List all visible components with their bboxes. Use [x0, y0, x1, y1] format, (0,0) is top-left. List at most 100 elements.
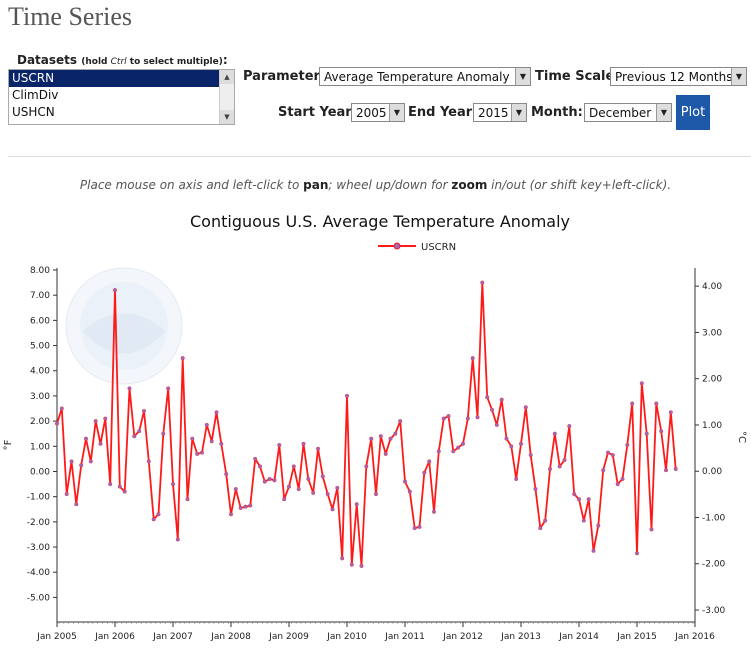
data-point	[451, 449, 456, 454]
parameter-select[interactable]: Average Temperature Anomaly ▼	[319, 67, 531, 86]
y2-tick-label: -1.00	[702, 513, 726, 523]
data-point	[330, 507, 335, 512]
data-point	[620, 477, 625, 482]
month-label: Month:	[531, 105, 583, 120]
start-year-select[interactable]: 2005 ▼	[351, 103, 405, 122]
data-point	[441, 416, 446, 421]
data-point	[238, 506, 243, 511]
data-point	[199, 450, 204, 455]
data-point	[224, 472, 229, 477]
data-point	[475, 415, 480, 420]
data-point	[180, 356, 185, 361]
data-point	[117, 484, 122, 489]
y-tick-label: 8.00	[30, 266, 50, 276]
data-point	[403, 479, 408, 484]
instructions-part2: ; wheel up/down for	[328, 178, 452, 192]
data-point	[572, 492, 577, 497]
divider	[8, 156, 751, 157]
data-point	[417, 524, 422, 529]
chevron-down-icon: ▼	[656, 104, 671, 121]
plot-button[interactable]: Plot	[676, 95, 710, 130]
data-point	[538, 526, 543, 531]
dataset-option-climdiv[interactable]: ClimDiv	[12, 88, 59, 102]
data-point	[83, 436, 88, 441]
instructions-pan: pan	[303, 178, 329, 192]
scroll-up-icon[interactable]: ▲	[220, 70, 234, 84]
data-point	[79, 463, 84, 468]
data-point	[436, 449, 441, 454]
scroll-down-icon[interactable]: ▼	[220, 110, 234, 124]
data-point	[316, 446, 321, 451]
dataset-option-uscrn[interactable]: USCRN	[9, 70, 234, 87]
data-point	[499, 397, 504, 402]
data-point	[519, 441, 524, 446]
y-tick-label: 7.00	[30, 291, 50, 301]
y-tick-label: 6.00	[30, 316, 50, 326]
data-point	[64, 492, 69, 497]
data-point	[359, 563, 364, 568]
data-point	[296, 487, 301, 492]
data-point	[374, 492, 379, 497]
data-point	[610, 453, 615, 458]
data-point	[562, 458, 567, 463]
chart[interactable]: Contiguous U.S. Average Temperature Anom…	[0, 200, 751, 648]
legend-marker	[393, 242, 401, 250]
datasets-hint: (hold Ctrl to select multiple)	[81, 57, 223, 67]
chart-title: Contiguous U.S. Average Temperature Anom…	[190, 212, 570, 231]
data-point	[567, 424, 572, 429]
data-point	[88, 459, 93, 464]
data-point	[248, 503, 253, 508]
data-point	[228, 512, 233, 517]
data-point	[151, 517, 156, 522]
data-point	[195, 451, 200, 456]
data-point	[543, 518, 548, 523]
y-tick-label: 2.00	[30, 417, 50, 427]
x-tick-label: Jan 2013	[500, 632, 541, 642]
x-tick-label: Jan 2014	[558, 632, 599, 642]
legend-label-uscrn: USCRN	[421, 242, 456, 253]
data-point	[625, 442, 630, 447]
y-tick-label: -4.00	[27, 568, 51, 578]
data-point	[55, 421, 60, 426]
data-point	[287, 484, 292, 489]
end-year-select[interactable]: 2015 ▼	[473, 103, 527, 122]
data-point	[349, 562, 354, 567]
instructions-part3: in/out (or shift key+left-click).	[487, 178, 672, 192]
data-point	[137, 429, 142, 434]
datasets-scrollbar[interactable]: ▲ ▼	[219, 70, 234, 124]
data-point	[398, 419, 403, 424]
data-point	[209, 439, 214, 444]
month-select[interactable]: December ▼	[584, 103, 672, 122]
y-tick-label: 4.00	[30, 367, 50, 377]
timescale-select[interactable]: Previous 12 Months ▼	[610, 67, 747, 86]
data-point	[654, 401, 659, 406]
y-tick-label: 3.00	[30, 392, 50, 402]
data-point	[668, 410, 673, 415]
data-point	[132, 434, 137, 439]
data-point	[596, 523, 601, 528]
data-point	[98, 441, 103, 446]
data-point	[422, 470, 427, 475]
data-point	[659, 429, 664, 434]
datasets-listbox[interactable]: USCRN ClimDiv USHCN ▲ ▼	[8, 69, 235, 125]
data-point	[548, 467, 553, 472]
legend[interactable]: USCRN	[378, 242, 456, 253]
end-year-label: End Year:	[408, 105, 478, 120]
data-point	[586, 497, 591, 502]
x-tick-label: Jan 2007	[152, 632, 193, 642]
data-point	[141, 408, 146, 413]
datasets-hint-close: to select multiple)	[126, 57, 223, 67]
data-point	[282, 497, 287, 502]
data-point	[325, 492, 330, 497]
noaa-logo-watermark	[65, 267, 183, 385]
dataset-option-ushcn[interactable]: USHCN	[12, 105, 55, 119]
x-tick-label: Jan 2012	[442, 632, 483, 642]
data-point	[630, 401, 635, 406]
data-point	[272, 478, 277, 483]
data-point	[103, 416, 108, 421]
chevron-down-icon: ▼	[511, 104, 526, 121]
data-point	[175, 537, 180, 542]
data-point	[306, 477, 311, 482]
data-point	[378, 434, 383, 439]
y2-tick-label: 2.00	[702, 375, 722, 385]
